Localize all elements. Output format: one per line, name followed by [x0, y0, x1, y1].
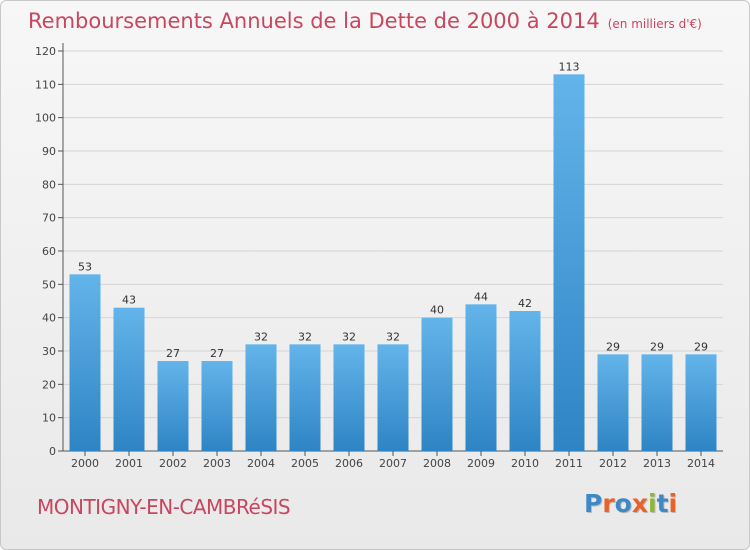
- y-tick-label: 120: [35, 45, 56, 58]
- bar-value-label: 27: [166, 347, 180, 360]
- y-tick-label: 110: [35, 78, 56, 91]
- x-tick-label: 2005: [291, 457, 319, 470]
- y-tick-label: 70: [42, 212, 56, 225]
- chart-unit: (en milliers d'€): [607, 17, 702, 31]
- bar-value-label: 32: [298, 330, 312, 343]
- chart-title-text: Remboursements Annuels de la Dette de 20…: [28, 9, 600, 33]
- x-tick-label: 2011: [555, 457, 583, 470]
- bar: [465, 304, 497, 451]
- chart-title: Remboursements Annuels de la Dette de 20…: [28, 9, 702, 33]
- bar-value-label: 29: [650, 340, 664, 353]
- x-tick-label: 2012: [599, 457, 627, 470]
- x-tick-label: 2001: [115, 457, 143, 470]
- bar-value-label: 29: [606, 340, 620, 353]
- logo-letter: x: [631, 489, 648, 518]
- logo-letter: i: [648, 489, 657, 518]
- y-tick-label: 0: [49, 445, 56, 458]
- logo-letter: o: [614, 489, 632, 518]
- bar: [509, 311, 541, 451]
- bar-value-label: 29: [694, 340, 708, 353]
- bar-value-label: 40: [430, 304, 444, 317]
- bar-value-label: 32: [342, 330, 356, 343]
- labels: 0 10 20 30 40 50 60 70 80 90 100 110 120 53 2000 43 2001…: [35, 45, 715, 470]
- y-tick-label: 20: [42, 378, 56, 391]
- bar-value-label: 44: [474, 290, 488, 303]
- bar: [553, 74, 585, 451]
- y-tick-label: 60: [42, 245, 56, 258]
- bar-value-label: 53: [78, 260, 92, 273]
- bars: [69, 74, 717, 451]
- x-tick-label: 2000: [71, 457, 99, 470]
- y-tick-label: 50: [42, 278, 56, 291]
- logo-letter: t: [656, 489, 669, 518]
- x-tick-label: 2009: [467, 457, 495, 470]
- logo-letter: P: [584, 489, 603, 518]
- y-tick-label: 80: [42, 178, 56, 191]
- bar: [641, 354, 673, 451]
- x-tick-label: 2008: [423, 457, 451, 470]
- bar: [377, 344, 409, 451]
- bar-value-label: 32: [254, 330, 268, 343]
- y-tick-label: 40: [42, 312, 56, 325]
- y-tick-label: 90: [42, 145, 56, 158]
- bar-value-label: 42: [518, 297, 532, 310]
- y-tick-label: 10: [42, 412, 56, 425]
- bar: [333, 344, 365, 451]
- bar: [201, 361, 233, 451]
- bar: [245, 344, 277, 451]
- y-tick-label: 100: [35, 112, 56, 125]
- logo-letter: r: [602, 489, 615, 518]
- bar-value-label: 43: [122, 294, 136, 307]
- x-tick-label: 2014: [687, 457, 715, 470]
- bar-value-label: 113: [559, 60, 580, 73]
- bar: [289, 344, 321, 451]
- commune-name: MONTIGNY-EN-CAMBRéSIS: [37, 495, 291, 519]
- proxiti-logo[interactable]: Proxiti: [584, 489, 677, 518]
- bar-value-label: 32: [386, 330, 400, 343]
- x-tick-label: 2003: [203, 457, 231, 470]
- x-tick-label: 2004: [247, 457, 275, 470]
- x-tick-label: 2007: [379, 457, 407, 470]
- x-tick-label: 2013: [643, 457, 671, 470]
- bar: [685, 354, 717, 451]
- bar: [597, 354, 629, 451]
- y-tick-label: 30: [42, 345, 56, 358]
- x-tick-label: 2006: [335, 457, 363, 470]
- logo-letter: i: [668, 489, 678, 518]
- bar-value-label: 27: [210, 347, 224, 360]
- x-tick-label: 2010: [511, 457, 539, 470]
- bar: [113, 307, 145, 451]
- bar: [69, 274, 101, 451]
- bar: [157, 361, 189, 451]
- bar: [421, 317, 453, 451]
- x-tick-label: 2002: [159, 457, 187, 470]
